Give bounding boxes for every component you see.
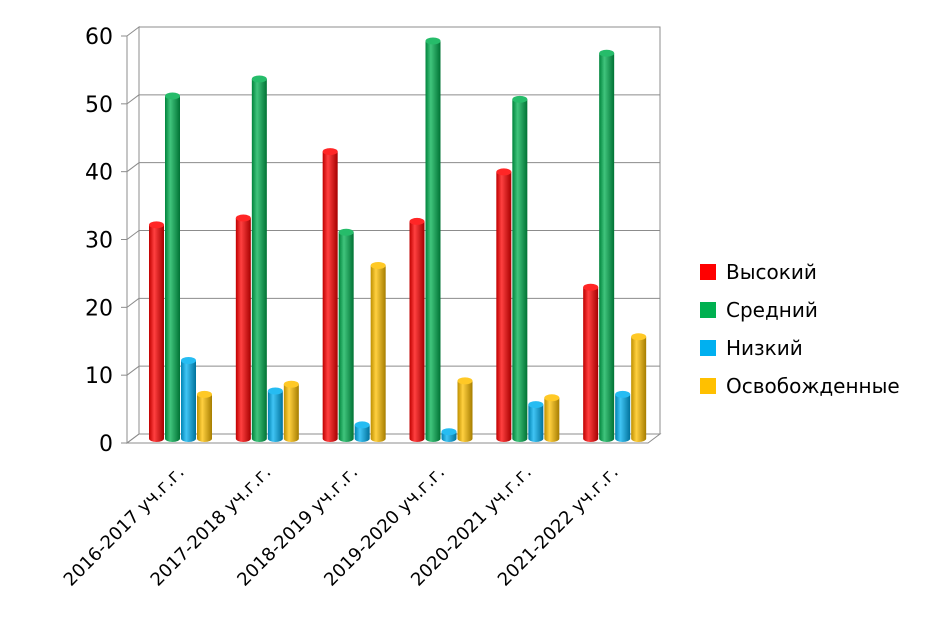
- gridline-side: [126, 94, 140, 105]
- bar: [528, 401, 544, 443]
- bar: [235, 214, 251, 443]
- bar: [283, 380, 299, 443]
- legend-swatch: [700, 302, 716, 318]
- y-axis-ticks: 0 10 20 30 40 50 60: [85, 25, 127, 457]
- y-tick-label: 10: [85, 364, 113, 389]
- bar: [409, 217, 425, 443]
- gridline-side: [126, 162, 140, 173]
- y-tick-label: 40: [85, 161, 113, 186]
- gridline-side: [126, 297, 140, 308]
- legend-swatch: [700, 340, 716, 356]
- floor: [125, 433, 662, 444]
- y-tick-label: 60: [85, 25, 113, 50]
- bar: [165, 92, 180, 443]
- bar: [512, 95, 528, 443]
- bar: [149, 221, 164, 443]
- bar: [583, 283, 599, 443]
- bar: [251, 75, 267, 442]
- bar: [370, 262, 386, 443]
- y-tick-label: 30: [85, 229, 113, 254]
- legend-swatch: [700, 264, 716, 280]
- legend-label: Высокий: [726, 260, 817, 284]
- legend-item: Средний: [700, 298, 818, 322]
- bar: [441, 428, 457, 443]
- bar: [322, 148, 338, 443]
- x-axis-categories: 2016-2017 уч.г.г.2017-2018 уч.г.г.2018-2…: [60, 462, 623, 591]
- bar: [457, 377, 473, 443]
- chart-grid: [125, 26, 662, 444]
- bar: [496, 168, 512, 443]
- legend-item: Высокий: [700, 260, 817, 284]
- legend-label: Средний: [726, 298, 818, 322]
- legend-item: Низкий: [700, 336, 803, 360]
- bar: [338, 228, 354, 443]
- bar: [267, 387, 283, 443]
- chart-legend: Высокий Средний Низкий Освобожденные: [700, 260, 900, 398]
- bar: [181, 356, 196, 443]
- legend-label: Низкий: [726, 336, 803, 360]
- legend-label: Освобожденные: [726, 374, 900, 398]
- bar: [615, 390, 631, 443]
- y-tick-label: 50: [85, 93, 113, 118]
- bar: [197, 390, 212, 443]
- bar: [599, 49, 615, 443]
- bar: [354, 421, 370, 443]
- gridline-side: [126, 365, 140, 376]
- y-tick-label: 0: [99, 432, 113, 457]
- bar: [544, 394, 560, 443]
- legend-item: Освобожденные: [700, 374, 900, 398]
- legend-swatch: [700, 378, 716, 394]
- bar: [425, 37, 441, 443]
- gridline-side: [126, 230, 140, 240]
- y-tick-label: 20: [85, 296, 113, 321]
- bar: [631, 333, 647, 443]
- chart-bars: [149, 37, 647, 443]
